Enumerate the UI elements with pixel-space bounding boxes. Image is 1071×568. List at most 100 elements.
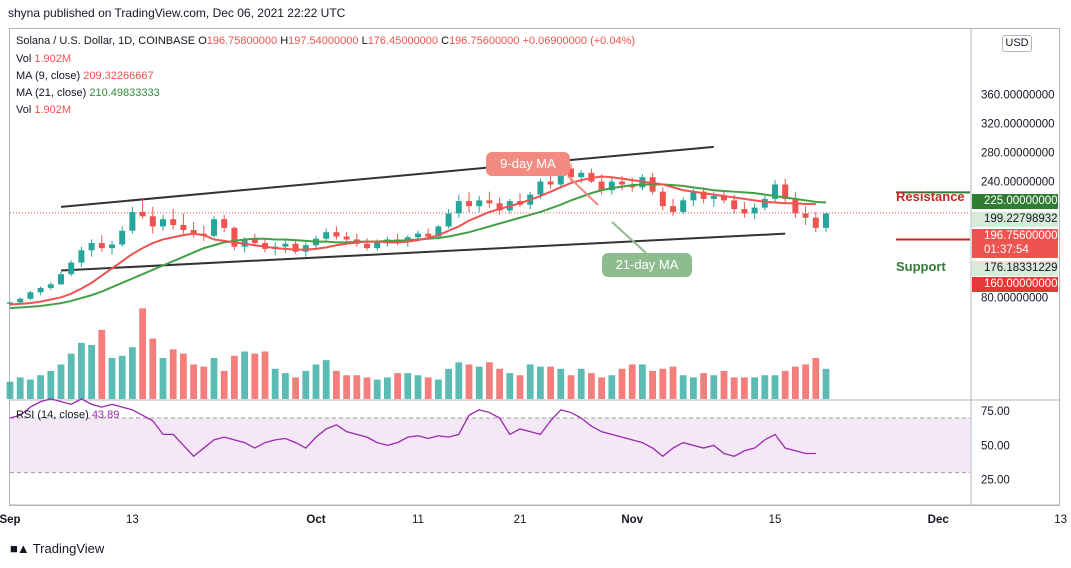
candle-body [190,230,197,234]
candle-body [557,168,564,185]
time-tick-label: 11 [412,514,424,526]
volume-bar [363,377,371,399]
candle-body [88,243,95,251]
volume-bar [169,349,177,399]
candle-body [78,250,85,263]
resistance-label: Resistance [896,189,965,204]
volume-bar [210,357,218,399]
candle-body [700,191,707,199]
candle-body [425,233,432,237]
candle-body [496,203,503,211]
time-tick-label: Dec [928,514,950,526]
volume-bar [98,329,106,399]
legend-ma9: MA (9, close) 209.32266667 [16,70,154,82]
time-tick-label: 13 [126,514,139,526]
candle-body [670,206,676,212]
volume-bar [149,338,157,399]
volume-bar [27,379,34,399]
volume-bar [6,381,14,399]
volume-bar [812,357,820,399]
price-tick-label: 360.00000000 [981,90,1055,102]
volume-bar [669,366,677,399]
candle-body [221,219,228,228]
rsi-tick-label: 75.00 [981,406,1010,418]
volume-bar [475,366,483,399]
volume-bar [822,368,830,399]
legend-close-label: C [441,35,450,47]
candle-body [251,239,258,244]
volume-bar [424,377,432,399]
rsi-tick-label: 50.00 [981,440,1010,452]
candle-body [160,219,166,227]
volume-bar [159,357,167,399]
volume-bar [220,370,228,399]
volume-bar [333,370,340,399]
ma21-bubble: 21-day MA [602,253,692,277]
trend-line [60,232,786,272]
candle-body [323,232,330,239]
volume-bar [710,375,718,399]
candle-body [7,302,13,304]
volume-bar [231,355,238,399]
volume-bar [414,375,422,399]
candle-body [292,243,299,252]
candle-body [619,181,625,185]
candle-body [374,242,381,249]
candle-body [98,243,105,249]
support-label: Support [896,259,946,274]
legend-ma21-label: MA (21, close) [16,87,87,99]
volume-bar [802,364,809,399]
volume-bar [200,366,208,399]
volume-bar [261,351,269,399]
volume-bar [577,368,585,399]
volume-bar [506,373,514,399]
candle-body [598,181,605,191]
legend-ma9-label: MA (9, close) [16,70,81,82]
tag-support-level: 176.18331229 [972,261,1058,276]
legend-vol-value: 1.902M [34,53,72,65]
volume-bar [251,353,259,399]
candle-body [782,184,789,199]
candle-body [486,200,493,204]
footer-brand[interactable]: ■▲ TradingView [10,541,104,556]
candle-body [772,184,778,199]
candle-body [659,191,666,207]
candle-body [27,292,34,299]
candle-body [211,219,217,236]
legend-ma21: MA (21, close) 210.49833333 [16,87,160,99]
legend-high: 197.54000000 [288,35,359,47]
candle-body [792,198,799,214]
volume-bar [792,366,799,399]
candle-body [680,200,687,212]
currency-button[interactable]: USD [1002,35,1032,52]
volume-bar [720,370,728,399]
candle-body [149,216,156,227]
legend-vol2-label: Vol [16,104,32,116]
legend-rsi-label: RSI (14, close) [16,409,89,421]
volume-bar [445,368,452,399]
volume-bar [628,364,636,399]
volume-bar [537,366,544,399]
volume-bar [588,373,595,399]
time-tick-label: 15 [769,514,782,526]
candle-body [231,227,238,247]
tag-resistance: 225.00000000 [972,194,1058,209]
candle-body [435,226,442,237]
tag-last-price: 196.75600000 [972,229,1058,244]
volume-bar [496,368,503,399]
volume-bar [384,377,391,399]
candle-body [802,213,809,218]
candle-body [17,298,24,303]
legend-ma21-value: 210.49833333 [89,87,160,99]
tag-ma21: 199.22798932 [972,212,1058,227]
volume-bar [526,364,534,399]
candle-body [170,219,177,225]
candle-body [415,233,421,238]
volume-bar [465,364,473,399]
candle-body [282,243,289,247]
volume-bar [455,362,463,399]
legend-symbol: Solana / U.S. Dollar, 1D, COINBASE [16,35,196,47]
volume-bar [139,308,146,399]
candle-body [710,196,717,199]
